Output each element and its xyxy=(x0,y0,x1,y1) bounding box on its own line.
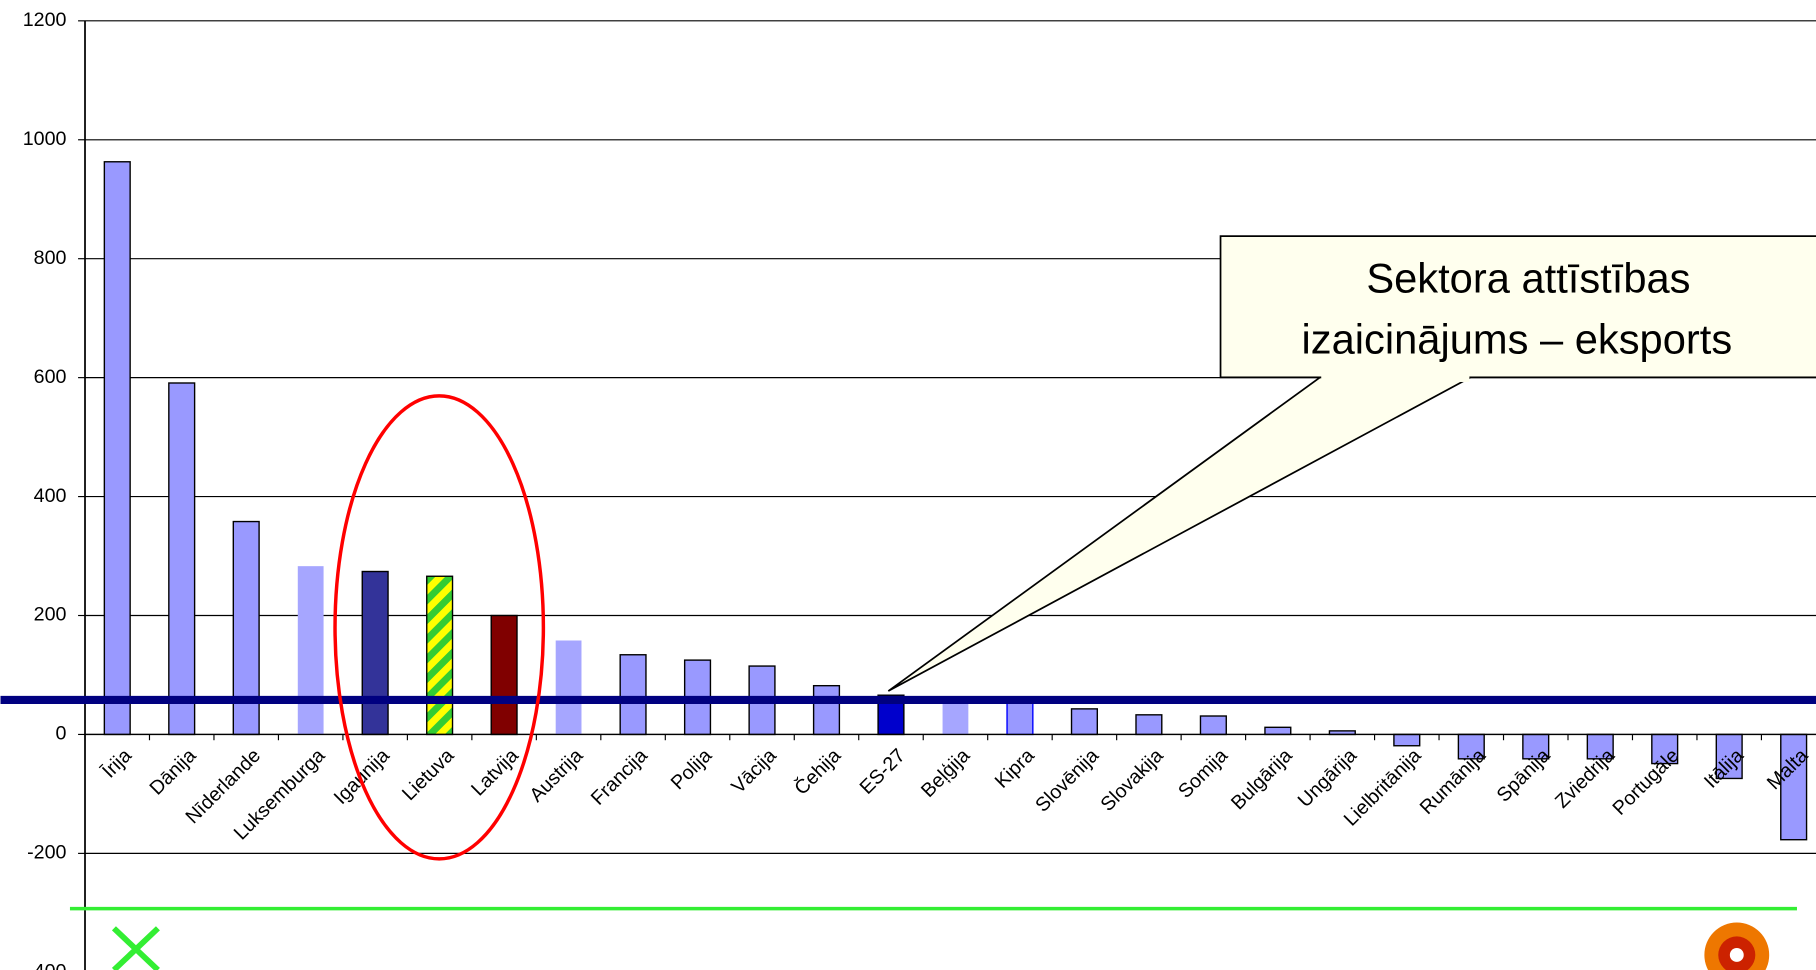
bar xyxy=(1070,708,1099,736)
callout-box xyxy=(1219,235,1816,379)
x-tick-label: Igaunija xyxy=(330,745,394,809)
logo xyxy=(1704,922,1770,970)
x-tick-label: Polija xyxy=(667,745,717,795)
bar xyxy=(1586,733,1614,760)
bar xyxy=(490,614,518,736)
x-tick-label: Austrija xyxy=(525,745,587,807)
bar xyxy=(168,382,196,736)
x-tick-label: Čehija xyxy=(790,744,846,800)
callout-joint xyxy=(1321,370,1470,382)
bar xyxy=(1199,715,1227,736)
bar xyxy=(812,684,841,736)
y-tick-label: -400 xyxy=(27,961,66,970)
annotation-line: Sektora attīstības xyxy=(1366,254,1690,301)
y-tick-label: -200 xyxy=(27,842,66,864)
y-tick-label: 0 xyxy=(56,723,67,745)
bar xyxy=(1522,733,1550,760)
x-tick-label: Īrija xyxy=(97,744,136,783)
y-tick-label: 400 xyxy=(34,485,67,507)
x-tick-label: Somija xyxy=(1174,745,1232,803)
bar xyxy=(361,570,389,736)
x-tick-label: Ungārija xyxy=(1294,745,1361,812)
bar xyxy=(103,161,131,736)
bar xyxy=(1780,733,1808,841)
bar xyxy=(426,575,454,736)
y-tick-label: 1200 xyxy=(23,9,67,31)
x-tick-label: Portugāle xyxy=(1608,745,1683,820)
bar xyxy=(1264,726,1292,736)
x-tick-label: Kipra xyxy=(991,745,1039,793)
bar xyxy=(297,566,324,735)
bar xyxy=(1651,733,1679,765)
bar xyxy=(555,640,582,735)
x-tick-label: Latvija xyxy=(467,745,523,801)
x-tick-label: Rumānija xyxy=(1416,745,1490,819)
bar xyxy=(942,698,969,735)
x-tick-label: ES-27 xyxy=(856,745,910,799)
callout: Sektora attīstības izaicinājums – ekspor… xyxy=(887,235,1816,692)
annotation-line: izaicinājums – eksports xyxy=(1302,316,1733,363)
x-tick-label: Beļģija xyxy=(917,745,974,802)
bar xyxy=(1457,733,1485,760)
x-tick-label: Lietuva xyxy=(398,745,458,805)
x-tick-label: Bulgārija xyxy=(1227,745,1297,815)
x-tick-label: Slovēnija xyxy=(1031,745,1103,817)
bar xyxy=(1006,698,1034,736)
bar xyxy=(619,654,647,736)
y-tick-label: 200 xyxy=(34,604,67,626)
y-tick-label: 800 xyxy=(34,247,67,269)
x-tick-label: Slovakija xyxy=(1096,745,1167,816)
x-tick-label: Francija xyxy=(587,745,652,810)
x-tick-label: Dānija xyxy=(146,745,201,800)
y-tick-label: 1000 xyxy=(23,128,67,150)
close-icon xyxy=(111,926,160,970)
callout-pointer xyxy=(887,376,1471,692)
x-tick-label: Vācija xyxy=(727,745,780,798)
highlight-ellipse xyxy=(333,394,546,861)
bar xyxy=(1393,733,1421,747)
bar xyxy=(1135,714,1163,736)
y-tick-label: 600 xyxy=(34,366,67,388)
